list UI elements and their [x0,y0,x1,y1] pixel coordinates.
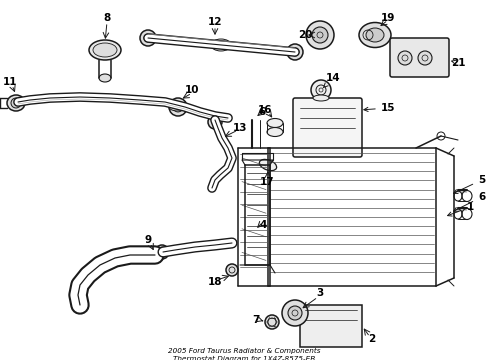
Circle shape [286,44,303,60]
Circle shape [287,306,302,320]
Circle shape [310,80,330,100]
Ellipse shape [210,39,230,51]
Circle shape [264,315,279,329]
Text: 19: 19 [380,13,394,23]
Text: 4: 4 [259,220,266,230]
Ellipse shape [7,95,25,111]
Ellipse shape [93,43,117,57]
Ellipse shape [266,127,283,136]
Ellipse shape [99,74,111,82]
Text: 5: 5 [452,175,484,193]
Circle shape [169,98,186,116]
Text: 11: 11 [3,77,17,87]
Text: 17: 17 [259,177,274,187]
Text: 18: 18 [207,277,222,287]
Ellipse shape [312,95,328,101]
Circle shape [225,264,238,276]
Ellipse shape [259,159,276,171]
Ellipse shape [365,28,383,42]
Text: 7: 7 [252,315,259,325]
Circle shape [207,115,222,129]
Circle shape [311,27,327,43]
Ellipse shape [89,40,121,60]
Text: 6: 6 [258,107,265,117]
Ellipse shape [11,98,21,108]
Circle shape [305,21,333,49]
Text: 8: 8 [103,13,110,23]
Text: 13: 13 [232,123,247,133]
Text: 6: 6 [452,192,484,211]
Text: 1: 1 [447,202,473,216]
Circle shape [397,51,411,65]
Circle shape [155,245,169,259]
Ellipse shape [169,103,186,111]
Circle shape [140,30,156,46]
Text: 15: 15 [363,103,394,113]
Text: 10: 10 [184,85,199,95]
Text: 21: 21 [450,58,464,68]
Text: 12: 12 [207,17,222,27]
Bar [299,305,361,347]
Circle shape [282,300,307,326]
Circle shape [417,51,431,65]
Ellipse shape [358,22,390,48]
FancyBboxPatch shape [292,98,361,157]
FancyBboxPatch shape [389,38,448,77]
Text: 2: 2 [367,334,375,344]
Ellipse shape [266,118,283,127]
Text: 14: 14 [323,73,340,88]
Text: 3: 3 [316,288,323,298]
Text: 20: 20 [297,30,312,40]
Text: 9: 9 [144,235,151,245]
Text: 2005 Ford Taurus Radiator & Components
Thermostat Diagram for 1X4Z-8575-EB: 2005 Ford Taurus Radiator & Components T… [167,348,320,360]
Text: 16: 16 [257,105,272,115]
